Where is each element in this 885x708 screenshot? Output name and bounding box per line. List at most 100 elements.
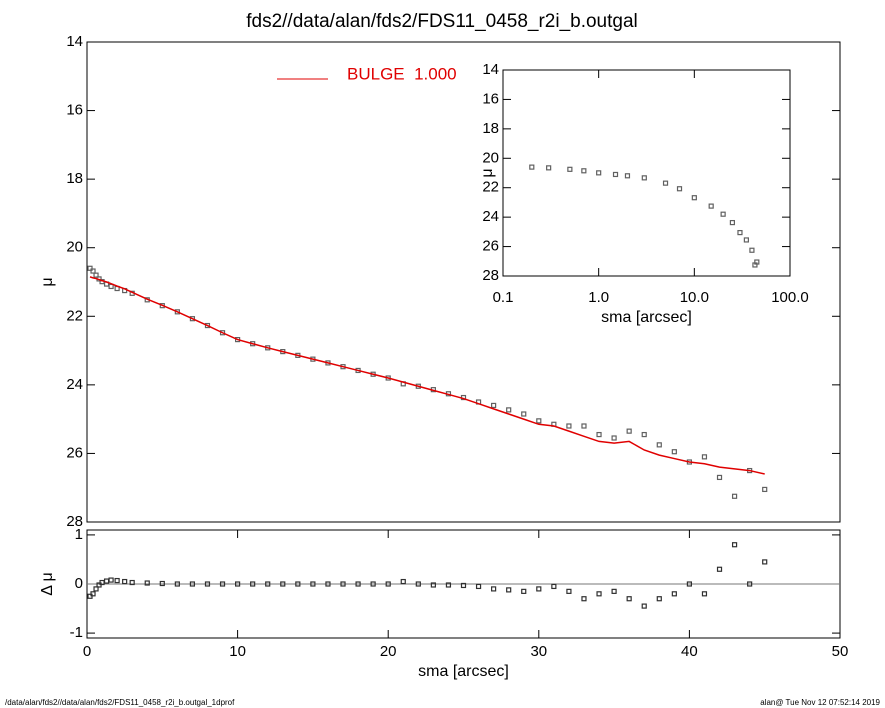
x-tick-label: 100.0 [771,289,809,306]
y-tick-label: 28 [482,267,499,284]
data-point [626,428,632,434]
data-point [93,586,99,592]
data-point [204,322,211,329]
data-point [122,578,128,585]
data-point [460,582,467,589]
y-tick-label: 16 [482,90,499,107]
data-point [90,268,96,274]
y-tick-label: 0 [75,575,83,592]
data-point [506,587,512,593]
data-point [566,423,572,429]
y-tick-label: 24 [66,376,83,393]
y-tick-label: 16 [66,102,83,119]
model-line [89,276,765,475]
data-point [385,581,391,587]
data-point [430,582,436,588]
data-point [370,581,376,587]
data-point [99,579,105,586]
data-point [671,449,677,455]
data-point [90,591,96,597]
x-tick-label: 0.1 [493,289,514,306]
data-point [596,591,602,597]
y-axis-label: μ [39,277,56,286]
data-point [596,170,602,176]
data-point [521,411,527,417]
data-point [708,203,714,209]
data-point [108,577,114,583]
data-point [400,578,406,585]
data-point [581,423,587,429]
data-point [536,418,542,424]
data-point [624,173,631,179]
data-point [737,229,743,236]
y-tick-label: 22 [482,179,499,196]
data-point [521,588,527,594]
data-point [529,164,535,170]
y-tick-label: 22 [66,307,83,324]
data-point [567,166,573,172]
data-point [491,586,497,592]
data-point [219,581,226,587]
data-point [611,435,617,441]
data-point [355,581,361,587]
data-point [103,578,110,584]
x-tick-label: 40 [681,643,698,660]
data-point [701,454,708,460]
data-point [546,165,552,171]
y-tick-label: 18 [482,120,499,137]
data-point [581,168,587,174]
data-point [129,579,135,586]
data-point [174,309,180,315]
data-point [716,566,723,572]
y-axis-label: μ [479,168,496,177]
data-point [641,431,647,438]
data-point [662,180,669,186]
data-point [749,247,755,253]
data-point [189,316,196,322]
footer-right: alan@ Tue Nov 12 07:52:14 2019 [760,698,880,707]
y-tick-label: 26 [66,444,83,461]
x-tick-label: 0 [83,643,91,660]
data-point [691,195,697,201]
data-point [415,581,421,587]
data-point [731,493,738,499]
data-point [566,588,572,594]
x-tick-label: 10 [229,643,246,660]
data-point [551,583,557,590]
y-tick-label: 1 [75,526,83,543]
data-point [114,577,120,584]
data-point [189,581,196,587]
data-point [265,581,271,587]
data-point [729,219,736,226]
data-point [506,407,512,413]
data-point [280,581,286,587]
data-point [641,175,647,181]
x-axis-label: sma [arcsec] [418,663,509,680]
data-point [731,542,738,548]
data-point [491,402,497,409]
data-point [611,588,617,594]
chart-title: fds2//data/alan/fds2/FDS11_0458_r2i_b.ou… [246,11,638,32]
data-point [671,591,677,597]
y-tick-label: 14 [66,33,83,50]
y-tick-label: 24 [482,208,499,225]
x-tick-label: 50 [832,643,849,660]
data-point [686,581,693,587]
y-axis-label: Δ μ [39,572,56,595]
data-point [310,581,316,587]
data-point [445,582,452,588]
data-point [701,591,708,597]
data-point [762,559,768,565]
y-tick-label: 26 [482,238,499,255]
data-point [250,581,256,587]
data-point [340,581,346,587]
data-point [612,171,619,178]
data-point [219,330,226,336]
axes-box [86,41,841,523]
data-point [159,580,165,587]
x-tick-label: 1.0 [588,289,609,306]
y-tick-label: 28 [66,513,83,530]
y-tick-label: -1 [70,624,83,641]
data-point [656,596,662,602]
